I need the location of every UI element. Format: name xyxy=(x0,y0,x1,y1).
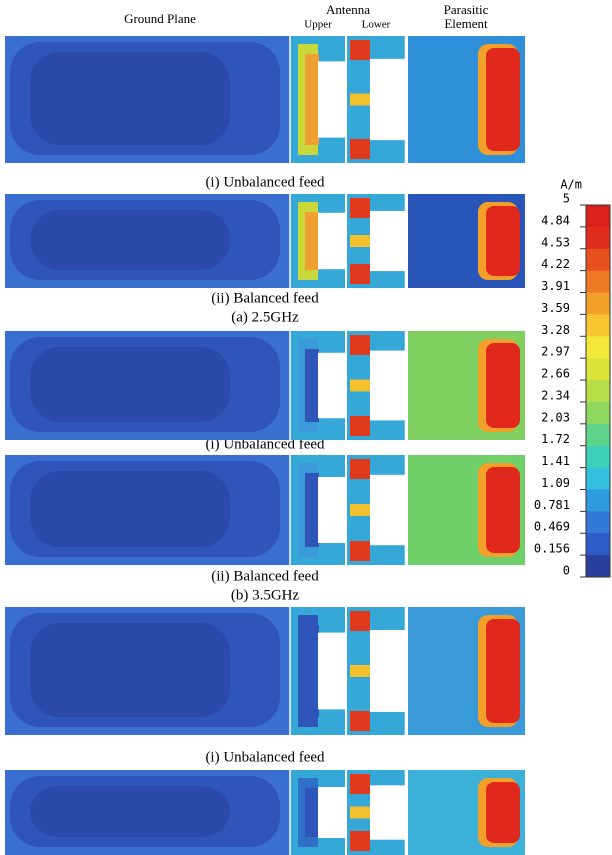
field xyxy=(318,787,346,838)
colorbar-band xyxy=(586,358,610,381)
field xyxy=(350,806,370,819)
field xyxy=(30,52,230,145)
header-upper: Upper xyxy=(304,19,332,31)
field xyxy=(486,782,520,843)
header-lower: Lower xyxy=(362,19,391,31)
colorbar-band xyxy=(586,401,610,425)
colorbar-tick-label: 0 xyxy=(563,564,570,578)
field xyxy=(350,379,370,392)
colorbar-band xyxy=(586,380,610,403)
field xyxy=(350,611,370,631)
colorbar-band xyxy=(586,270,610,294)
caption: (i) Unbalanced feed xyxy=(205,436,325,452)
field xyxy=(30,786,230,837)
field xyxy=(486,48,520,151)
caption: (ii) Balanced feed xyxy=(211,290,319,306)
colorbar-tick-label: 4.22 xyxy=(541,257,570,271)
field xyxy=(350,711,370,731)
field xyxy=(350,831,370,851)
group-label: (b) 3.5GHz xyxy=(231,587,300,603)
header-ground-plane: Ground Plane xyxy=(124,11,196,26)
field xyxy=(350,335,370,355)
field xyxy=(30,471,230,547)
field xyxy=(318,212,346,270)
field xyxy=(370,474,405,546)
colorbar-band xyxy=(586,467,610,490)
field xyxy=(318,477,346,543)
field xyxy=(486,467,520,553)
field xyxy=(486,206,520,276)
group-label: (a) 2.5GHz xyxy=(231,309,299,325)
field xyxy=(30,623,230,717)
header-antenna: Antenna xyxy=(326,2,370,17)
colorbar-band xyxy=(586,314,610,337)
field xyxy=(305,54,319,145)
field xyxy=(318,61,346,138)
colorbar-band xyxy=(586,226,610,250)
colorbar-band xyxy=(586,336,610,359)
header-element: Element xyxy=(444,16,488,31)
field xyxy=(30,347,230,422)
field xyxy=(350,541,370,561)
field xyxy=(350,504,370,516)
colorbar-tick-label: 4.84 xyxy=(541,213,570,227)
colorbar-tick-label: 3.59 xyxy=(541,301,570,315)
colorbar-tick-label: 2.34 xyxy=(541,388,570,402)
colorbar-tick-label: 1.41 xyxy=(541,454,570,468)
colorbar-band xyxy=(586,533,610,556)
colorbar-band xyxy=(586,555,610,578)
field xyxy=(370,210,405,272)
field xyxy=(370,630,405,712)
colorbar-tick-label: 2.66 xyxy=(541,367,570,381)
colorbar-tick-label: 0.781 xyxy=(534,498,570,512)
colorbar-band xyxy=(586,511,610,534)
field xyxy=(318,352,346,419)
field xyxy=(305,349,319,422)
field xyxy=(350,93,370,106)
field xyxy=(486,343,520,428)
colorbar-tick-label: 5 xyxy=(563,192,570,206)
field xyxy=(350,40,370,60)
header-parasitic: Parasitic xyxy=(444,2,489,17)
field xyxy=(350,665,370,677)
field xyxy=(486,619,520,723)
colorbar-tick-label: 4.53 xyxy=(541,235,570,249)
colorbar-tick-label: 3.28 xyxy=(541,323,570,337)
field xyxy=(350,235,370,247)
colorbar-band xyxy=(586,205,610,228)
caption: (ii) Balanced feed xyxy=(211,568,319,584)
colorbar-tick-label: 0.156 xyxy=(534,542,570,556)
caption: (i) Unbalanced feed xyxy=(205,749,325,765)
colorbar-tick-label: 2.97 xyxy=(541,345,570,359)
field xyxy=(318,632,346,710)
colorbar-frame xyxy=(585,204,611,578)
colorbar-band xyxy=(586,489,610,512)
colorbar-band xyxy=(586,292,610,315)
field xyxy=(30,210,230,270)
colorbar-tick-label: 3.91 xyxy=(541,279,570,293)
colorbar-band xyxy=(586,248,610,272)
colorbar-tick-label: 1.72 xyxy=(541,432,570,446)
field xyxy=(370,58,405,141)
field xyxy=(350,264,370,284)
field xyxy=(350,139,370,159)
field xyxy=(305,212,319,270)
field xyxy=(350,459,370,479)
field xyxy=(305,625,319,717)
field xyxy=(305,788,319,837)
colorbar-tick-label: 0.469 xyxy=(534,520,570,534)
field xyxy=(350,774,370,794)
colorbar-tick-label: 2.03 xyxy=(541,410,570,424)
colorbar-band xyxy=(586,423,610,447)
field xyxy=(305,473,319,547)
field xyxy=(370,350,405,421)
field xyxy=(370,785,405,840)
field xyxy=(350,198,370,218)
colorbar-tick-label: 1.09 xyxy=(541,476,570,490)
colorbar-unit: A/m xyxy=(560,178,582,192)
colorbar-band xyxy=(586,445,610,469)
caption: (i) Unbalanced feed xyxy=(205,174,325,190)
field xyxy=(350,416,370,436)
